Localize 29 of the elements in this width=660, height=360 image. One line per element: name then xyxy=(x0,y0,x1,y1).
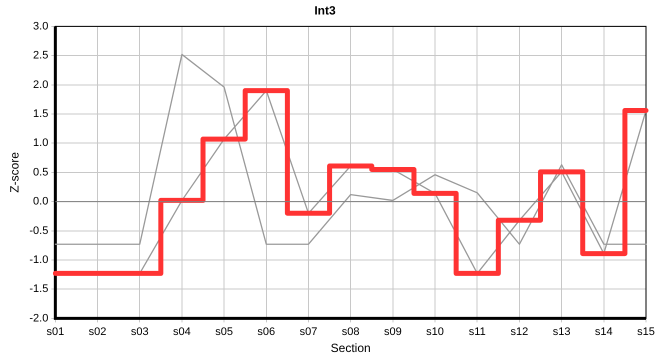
y-tick-label: 2.5 xyxy=(33,50,48,62)
y-axis-title: Z-score xyxy=(8,152,22,193)
x-tick-label: s07 xyxy=(300,326,318,338)
x-tick-label: s02 xyxy=(88,326,106,338)
x-tick-label: s11 xyxy=(468,326,486,338)
y-tick-label: 1.0 xyxy=(33,137,48,150)
x-tick-label: s13 xyxy=(552,326,570,338)
x-axis-title: Section xyxy=(330,341,371,356)
x-tick-label: s14 xyxy=(594,326,613,338)
x-tick-label: s05 xyxy=(215,326,233,338)
y-tick-label: -2.0 xyxy=(29,312,48,324)
x-tick-label: s10 xyxy=(426,326,444,338)
y-tick-label: 2.0 xyxy=(33,78,48,91)
chart-title: Int3 xyxy=(314,4,336,18)
x-tick-label: s09 xyxy=(384,326,402,338)
y-tick-label: 0.5 xyxy=(33,166,48,178)
y-tick-label: 0.0 xyxy=(33,196,48,208)
x-tick-label: s15 xyxy=(637,326,655,338)
x-tick-label: s01 xyxy=(46,326,64,338)
y-tick-label: -0.5 xyxy=(29,224,48,237)
y-tick-label: 3.0 xyxy=(33,20,48,32)
y-tick-label: -1.5 xyxy=(29,283,48,296)
y-tick-label: -1.0 xyxy=(29,254,48,266)
x-tick-label: s06 xyxy=(257,326,276,338)
x-tick-label: s08 xyxy=(342,326,360,338)
y-tick-label: 1.5 xyxy=(33,108,48,120)
x-tick-label: s04 xyxy=(173,326,191,338)
x-tick-label: s03 xyxy=(130,326,149,338)
x-tick-label: s12 xyxy=(510,326,528,338)
